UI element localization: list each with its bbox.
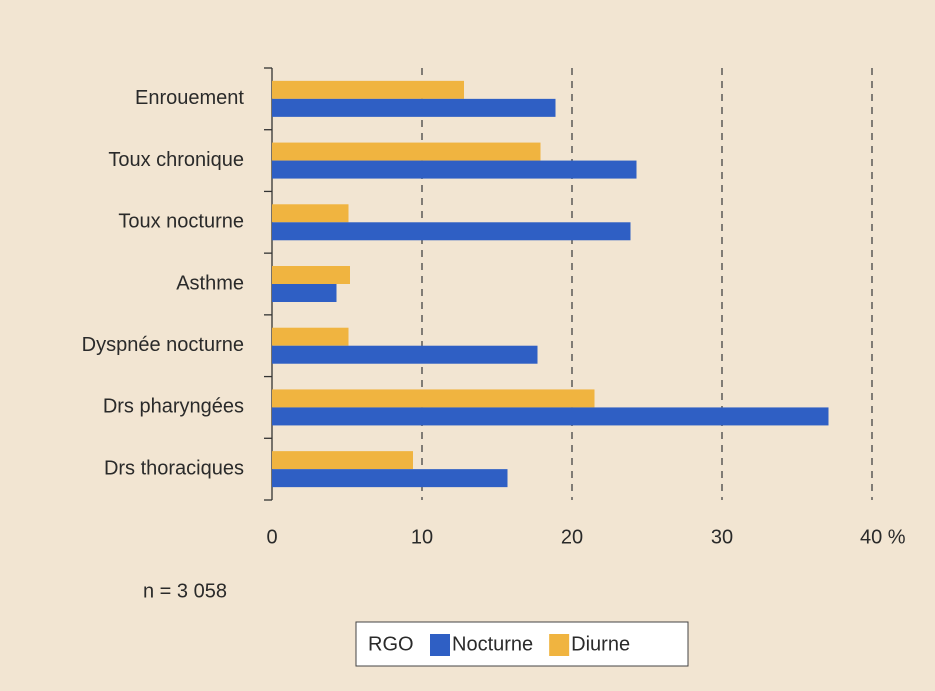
- x-tick-label: 20: [561, 526, 583, 548]
- bar: [272, 98, 556, 117]
- x-tick-label: 30: [711, 526, 733, 548]
- x-tick-label: 10: [411, 526, 433, 548]
- bar: [272, 345, 538, 364]
- bar: [272, 204, 349, 223]
- bar: [272, 284, 337, 302]
- bar: [272, 389, 595, 408]
- legend-label: Nocturne: [452, 633, 533, 655]
- legend-swatch: [430, 634, 450, 656]
- y-tick-label: Drs thoraciques: [104, 457, 244, 479]
- x-tick-label: 40 %: [860, 526, 906, 548]
- x-tick-label: 0: [266, 526, 277, 548]
- bar: [272, 407, 829, 426]
- y-tick-label: Drs pharyngées: [103, 396, 244, 418]
- legend-box: [355, 621, 689, 667]
- y-tick-label: Enrouement: [135, 87, 244, 109]
- y-tick-label: Toux chronique: [108, 149, 244, 171]
- y-tick-label: Dyspnée nocturne: [82, 334, 244, 356]
- legend-label: Diurne: [571, 633, 630, 655]
- legend-swatch: [549, 634, 570, 656]
- bar: [272, 222, 631, 241]
- bar: [272, 80, 464, 99]
- bar: [272, 160, 637, 179]
- bar: [272, 327, 349, 346]
- bar: [272, 266, 350, 284]
- bar: [272, 451, 413, 470]
- y-tick-label: Asthme: [176, 272, 244, 294]
- bar: [272, 142, 541, 161]
- y-tick-label: Toux nocturne: [118, 211, 244, 233]
- legend-title: RGO: [368, 633, 414, 655]
- bar: [272, 469, 508, 488]
- annotation: n = 3 058: [143, 580, 227, 602]
